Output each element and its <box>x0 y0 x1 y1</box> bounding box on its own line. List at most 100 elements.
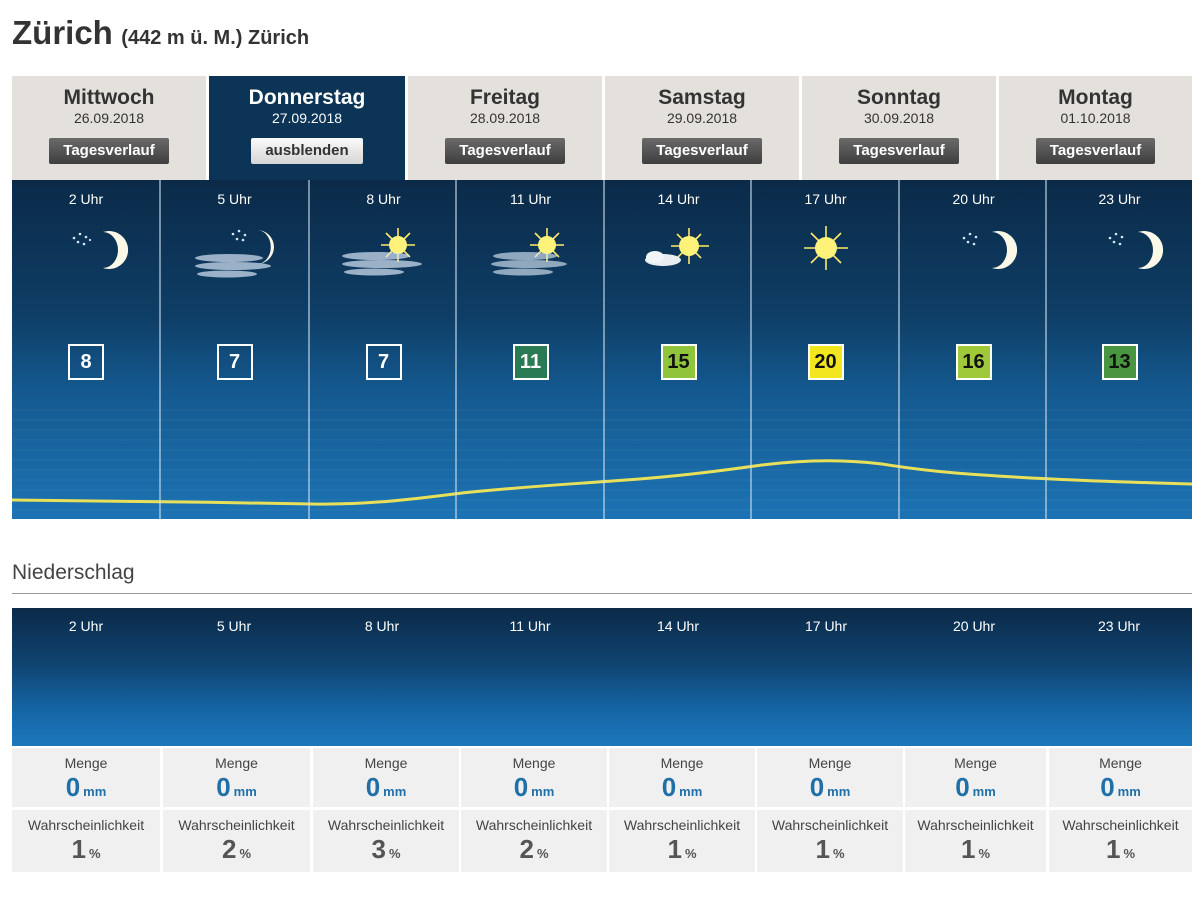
tab-day-name: Samstag <box>658 86 746 109</box>
tagesverlauf-button[interactable]: Tagesverlauf <box>839 138 959 164</box>
probability-value: 3 <box>371 834 386 864</box>
amount-label: Menge <box>954 755 997 771</box>
probability-unit: % <box>978 846 991 861</box>
amount-label: Menge <box>808 755 852 771</box>
probability-value: 1 <box>815 834 830 864</box>
section-divider <box>12 593 1192 594</box>
tab-day-name: Donnerstag <box>248 86 366 109</box>
precipitation-stats: Menge 0 mm Menge 0 mm Menge 0 mm Menge 0 mm Meng… <box>12 748 1192 872</box>
probability-cell: Wahrscheinlichkeit 1% <box>609 810 755 872</box>
amount-value: 0 <box>365 772 381 802</box>
amount-cell: Menge 0 mm <box>12 748 160 807</box>
hour-label: 17 Uhr <box>804 618 848 634</box>
amount-unit: mm <box>233 784 257 799</box>
hour-column: 11 Uhr 11 <box>455 180 604 519</box>
tab-day-date: 01.10.2018 <box>1060 110 1131 126</box>
hour-column: 2 Uhr 8 <box>12 180 160 519</box>
tab-day-date: 26.09.2018 <box>73 110 145 126</box>
tab-sonntag[interactable]: Sonntag 30.09.2018 Tagesverlauf <box>802 76 996 180</box>
hour-label: 8 Uhr <box>366 191 401 207</box>
tab-donnerstag[interactable]: Donnerstag 27.09.2018 ausblenden <box>209 76 405 182</box>
temperature-badge: 11 <box>512 344 549 380</box>
probability-label: Wahrscheinlichkeit <box>27 817 145 833</box>
tagesverlauf-button[interactable]: Tagesverlauf <box>642 138 762 164</box>
probability-value: 2 <box>221 834 237 864</box>
hour-column: 23 Uhr 13 <box>1045 180 1192 519</box>
tab-freitag[interactable]: Freitag 28.09.2018 Tagesverlauf <box>408 76 602 180</box>
amount-unit: mm <box>1117 784 1141 799</box>
probability-value: 2 <box>519 834 534 864</box>
tab-montag[interactable]: Montag 01.10.2018 Tagesverlauf <box>999 76 1192 180</box>
precipitation-hour-column: 17 Uhr <box>752 608 900 746</box>
probability-label: Wahrscheinlichkeit <box>475 817 593 833</box>
probability-unit: % <box>239 846 252 861</box>
tagesverlauf-button[interactable]: Tagesverlauf <box>445 138 565 164</box>
hour-column: 8 Uhr 7 <box>308 180 457 519</box>
tab-samstag[interactable]: Samstag 29.09.2018 Tagesverlauf <box>605 76 799 180</box>
probability-label: Wahrscheinlichkeit <box>327 817 445 833</box>
amount-cell: Menge 0 mm <box>163 748 310 807</box>
tab-day-name: Sonntag <box>857 86 941 109</box>
precipitation-hour-column: 11 Uhr <box>456 608 604 746</box>
temperature-badge: 13 <box>1101 344 1138 380</box>
hour-label: 5 Uhr <box>216 618 252 634</box>
hour-label: 2 Uhr <box>68 618 104 634</box>
amount-value: 0 <box>216 772 231 802</box>
probability-label: Wahrscheinlichkeit <box>771 817 889 833</box>
hour-label: 14 Uhr <box>657 191 700 207</box>
amount-cell: Menge 0 mm <box>905 748 1046 807</box>
temperature-badge: 8 <box>68 344 104 380</box>
hour-label: 2 Uhr <box>68 191 104 207</box>
hour-label: 20 Uhr <box>952 191 995 207</box>
partly-cloudy-sun-icon <box>644 228 709 266</box>
probability-label: Wahrscheinlichkeit <box>1062 817 1179 833</box>
amount-unit: mm <box>827 784 851 799</box>
tagesverlauf-button[interactable]: Tagesverlauf <box>49 138 169 164</box>
precipitation-hour-column: 20 Uhr <box>900 608 1048 746</box>
tab-day-date: 28.09.2018 <box>469 110 541 126</box>
hour-label: 23 Uhr <box>1098 191 1141 207</box>
amount-value: 0 <box>65 772 81 802</box>
probability-value: 1 <box>667 834 682 864</box>
probability-label: Wahrscheinlichkeit <box>623 817 741 833</box>
tab-day-date: 29.09.2018 <box>666 110 738 126</box>
hour-label: 5 Uhr <box>217 191 252 207</box>
fog-sun-icon <box>341 228 422 276</box>
hour-label: 11 Uhr <box>509 618 551 634</box>
temperature-badge: 7 <box>216 344 253 380</box>
tagesverlauf-button[interactable]: Tagesverlauf <box>1035 138 1156 164</box>
probability-unit: % <box>536 846 549 861</box>
tab-day-name: Mittwoch <box>63 86 155 109</box>
amount-cell: Menge 0 mm <box>609 748 755 807</box>
amount-value: 0 <box>809 772 825 802</box>
amount-label: Menge <box>1099 755 1142 771</box>
amount-unit: mm <box>531 784 555 799</box>
temperature-badge: 7 <box>365 344 402 380</box>
probability-unit: % <box>684 846 697 861</box>
tab-day-date: 30.09.2018 <box>863 110 935 126</box>
temperature-badge: 20 <box>807 344 844 380</box>
probability-unit: % <box>1123 846 1136 861</box>
hour-label: 17 Uhr <box>804 191 847 207</box>
probability-unit: % <box>832 846 845 861</box>
tab-day-name: Montag <box>1058 86 1133 109</box>
location-details: (442 m ü. M.) Zürich <box>121 27 310 49</box>
tab-day-name: Freitag <box>469 86 540 109</box>
probability-value: 1 <box>960 834 976 864</box>
probability-cell: Wahrscheinlichkeit 3% <box>313 810 459 872</box>
ausblenden-button[interactable]: ausblenden <box>251 138 363 164</box>
hour-column: 5 Uhr 7 <box>159 180 308 519</box>
amount-value: 0 <box>661 772 677 802</box>
amount-value: 0 <box>955 772 970 802</box>
hour-label: 11 Uhr <box>510 191 551 207</box>
amount-label: Menge <box>512 755 556 771</box>
probability-label: Wahrscheinlichkeit <box>178 817 295 833</box>
probability-value: 1 <box>1105 834 1121 864</box>
hour-column: 14 Uhr 15 <box>603 180 752 519</box>
precipitation-hour-column: 5 Uhr <box>160 608 308 746</box>
precipitation-title: Niederschlag <box>12 561 135 584</box>
probability-label: Wahrscheinlichkeit <box>917 817 1034 833</box>
amount-unit: mm <box>972 784 996 799</box>
probability-cell: Wahrscheinlichkeit 2% <box>163 810 310 872</box>
tab-mittwoch[interactable]: Mittwoch 26.09.2018 Tagesverlauf <box>12 76 206 180</box>
